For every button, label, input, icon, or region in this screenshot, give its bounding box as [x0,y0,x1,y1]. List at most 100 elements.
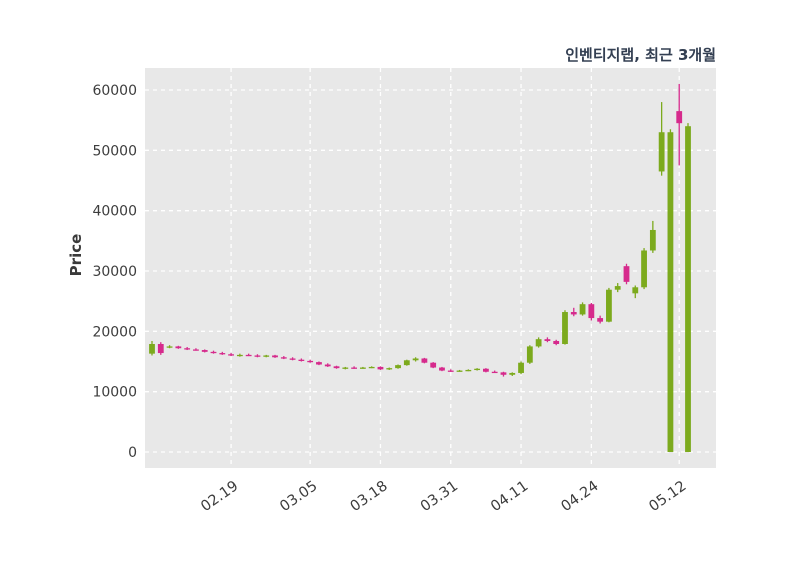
candle-body [201,350,208,352]
candle-down [588,302,595,321]
y-tick-label: 20000 [92,324,137,340]
candle-down [570,307,577,317]
candle-body [421,358,428,363]
candle-up [685,123,691,452]
candle-body [623,266,630,282]
candle-down [324,363,331,367]
candle-down [289,357,296,361]
candle-body [219,353,226,355]
candle-up [526,345,533,364]
candle-up [359,366,366,369]
candle-up [606,287,612,323]
candle-body [667,132,674,452]
candle-up [474,368,481,371]
x-tick-labels: 02.19 03.05 03.18 03.31 04.11 04.24 05.12 [198,478,689,515]
candle-up [535,337,542,348]
y-tick-label: 10000 [92,385,137,401]
candle-body [526,346,533,363]
candle-up [386,367,393,370]
candle-down [351,366,357,369]
candle-body [263,355,270,357]
candle-up [562,310,568,345]
candle-body [597,318,604,322]
x-tick-label: 03.05 [277,478,320,515]
candle-up [456,369,463,372]
y-tick-label: 30000 [92,264,137,280]
candle-down [421,357,428,364]
candle-down [430,362,437,369]
candle-down [175,345,182,349]
candle-body [430,362,437,368]
candle-down [553,339,560,346]
candle-body [316,362,322,365]
y-tick-label: 0 [128,445,137,461]
candle-down [483,368,489,373]
candle-down [597,315,604,324]
candle-body [245,354,252,357]
candle-down [201,349,208,353]
candle-body [606,289,612,322]
candle-down [254,354,261,358]
candle-down [307,359,314,363]
candle-body [280,357,287,359]
candle-down [157,342,164,355]
candle-body [351,367,357,369]
candle-body [439,367,445,371]
candle-body [658,132,665,172]
candle-body [157,344,164,354]
candle-down [193,348,199,351]
candle-down [298,358,305,362]
candle-body [500,372,507,375]
candle-body [456,370,463,372]
candle-body [395,365,401,369]
plot-area [145,68,716,468]
candle-body [359,367,366,369]
candle-body [324,364,331,367]
candle-down [491,370,498,374]
x-tick-label: 04.11 [488,478,531,515]
candle-body [570,312,577,315]
candle-down [447,369,454,372]
candle-up [166,345,173,349]
candle-down [500,371,507,377]
candle-down [228,353,234,357]
candle-body [588,304,595,319]
chart-title: 인벤티지랩, 최근 3개월 [565,46,716,64]
candle-body [553,340,560,345]
candle-body [298,359,305,361]
x-tick-label: 02.19 [198,478,241,515]
candle-body [166,346,173,348]
candle-down [377,366,384,370]
candle-body [333,366,340,369]
candle-down [439,366,445,372]
candle-body [544,339,551,341]
candle-body [491,371,498,374]
candle-up [641,248,647,290]
candle-body [236,354,243,357]
candle-body [228,354,234,356]
candle-down [316,361,322,366]
candle-body [465,369,472,372]
candle-body [632,287,639,294]
candle-up [614,283,621,293]
candle-up [403,359,410,366]
x-tick-label: 03.31 [418,478,461,515]
candle-up [395,364,401,369]
candle-body [641,250,647,288]
candle-body [685,126,691,452]
x-tick-label: 03.18 [348,478,391,515]
candle-body [193,349,199,351]
candle-body [412,358,419,361]
candle-down [245,353,252,357]
candle-up [149,340,155,356]
candle-body [210,351,217,354]
y-tick-labels: 0 10000 20000 30000 40000 50000 60000 [92,83,137,461]
candle-up [263,354,270,358]
candle-down [623,263,630,285]
candle-up [658,102,665,176]
y-tick-label: 50000 [92,143,137,159]
candle-up [465,369,472,372]
candle-body [368,366,375,369]
